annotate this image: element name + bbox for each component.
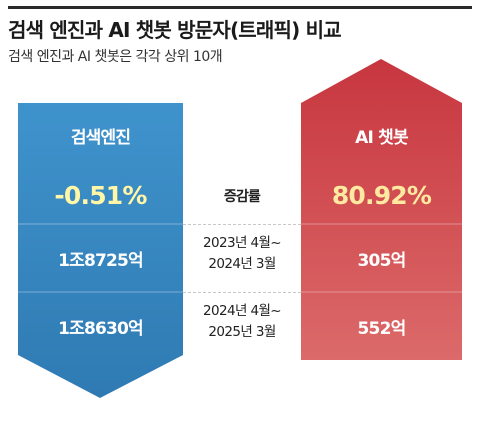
row-divider bbox=[183, 224, 301, 225]
ai-chatbot-value-2024: 552억 bbox=[357, 319, 407, 339]
period-2023-end: 2024년 3월 bbox=[208, 256, 276, 272]
period-2024-start: 2024년 4월~ bbox=[203, 303, 282, 319]
row-divider bbox=[183, 292, 301, 293]
ai-chatbot-value-2023: 305억 bbox=[357, 251, 407, 271]
period-2024: 2024년 4월~ 2025년 3월 bbox=[183, 301, 301, 343]
search-engine-down-arrow-panel bbox=[18, 103, 183, 398]
search-engine-change-rate: -0.51% bbox=[54, 181, 147, 210]
top-rule bbox=[8, 6, 472, 9]
search-engine-label: 검색엔진 bbox=[70, 128, 131, 148]
search-engine-value-2024: 1조8630억 bbox=[58, 319, 144, 339]
period-2023: 2023년 4월~ 2024년 3월 bbox=[183, 233, 301, 275]
search-engine-value-2023: 1조8725억 bbox=[58, 251, 144, 271]
period-2024-end: 2025년 3월 bbox=[208, 324, 276, 340]
ai-chatbot-label: AI 챗봇 bbox=[355, 128, 408, 148]
chart-subtitle: 검색 엔진과 AI 챗봇은 각각 상위 10개 bbox=[8, 49, 223, 65]
change-rate-label: 증감률 bbox=[223, 189, 261, 205]
ai-chatbot-change-rate: 80.92% bbox=[331, 181, 432, 210]
ai-chatbot-up-arrow-panel bbox=[301, 59, 462, 360]
chart-title: 검색 엔진과 AI 챗봇 방문자(트래픽) 비교 bbox=[8, 18, 342, 42]
period-2023-start: 2023년 4월~ bbox=[203, 235, 282, 251]
